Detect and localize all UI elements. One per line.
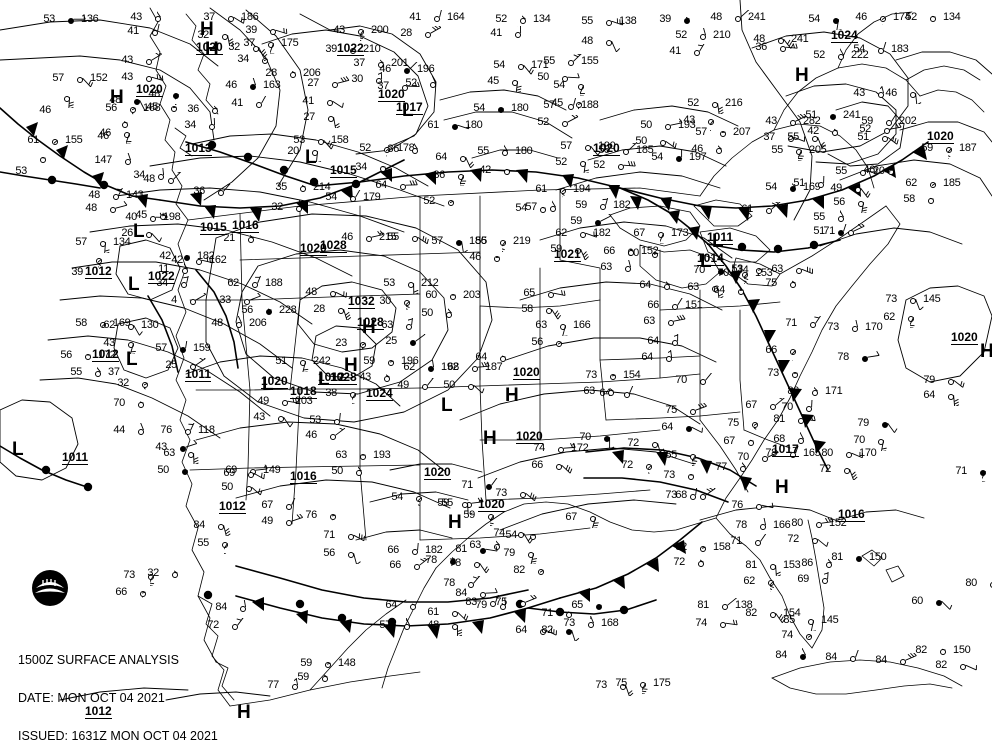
caption-title: 1500Z SURFACE ANALYSIS <box>18 652 179 667</box>
noaa-seal-icon <box>32 570 68 606</box>
caption-issued: ISSUED: 1631Z MON OCT 04 2021 <box>18 729 218 743</box>
caption-date: DATE: MON OCT 04 2021 <box>18 690 165 705</box>
product-caption: 1500Z SURFACE ANALYSIS DATE: MON OCT 04 … <box>18 628 291 743</box>
warm-front-pips <box>41 140 819 627</box>
